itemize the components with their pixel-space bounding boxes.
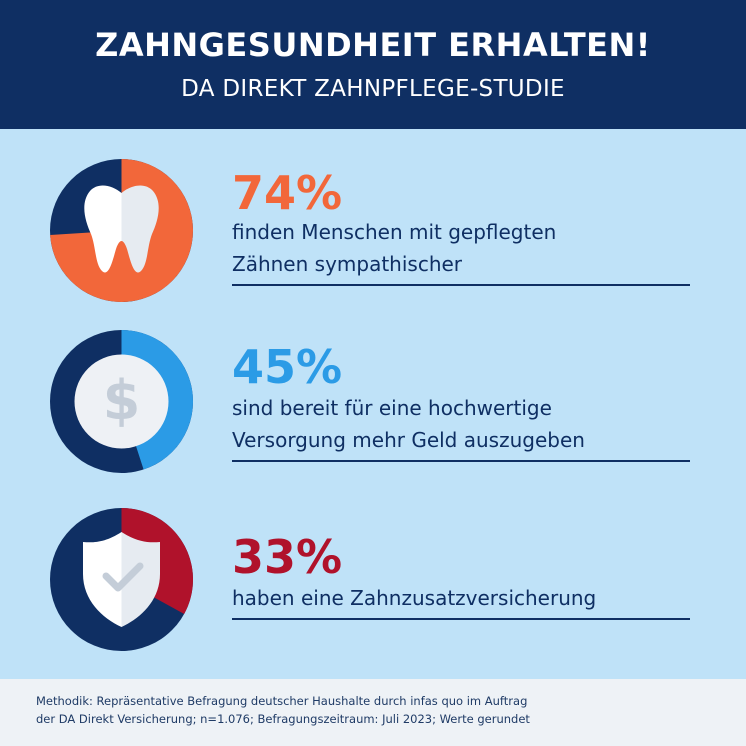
stat-percent-1: 74% <box>232 166 343 220</box>
stat-text-1b: Zähnen sympathischer <box>232 252 463 276</box>
percent-ring-2: $ <box>50 330 193 473</box>
page-title: ZAHNGESUNDHEIT ERHALTEN! <box>95 26 651 64</box>
footer-line-2: der DA Direkt Versicherung; n=1.076; Bef… <box>36 712 530 726</box>
tooth-icon <box>84 185 159 273</box>
header-banner: ZAHNGESUNDHEIT ERHALTEN! DA DIREKT ZAHNP… <box>0 0 746 129</box>
divider-2 <box>232 460 690 462</box>
svg-text:$: $ <box>103 369 141 432</box>
stat-text-1a: finden Menschen mit gepflegten <box>232 220 557 244</box>
shield-check-icon <box>83 532 160 627</box>
stat-text-2b: Versorgung mehr Geld auszugeben <box>232 428 585 452</box>
stat-percent-3: 33% <box>232 530 343 584</box>
stat-text-3a: haben eine Zahnzusatzversicherung <box>232 586 597 610</box>
percent-ring-3 <box>50 508 193 651</box>
methodology-footer: Methodik: Repräsentative Befragung deuts… <box>0 679 746 746</box>
percent-ring-1 <box>50 159 193 302</box>
divider-1 <box>232 284 690 286</box>
divider-3 <box>232 618 690 620</box>
stat-percent-2: 45% <box>232 340 343 394</box>
footer-line-1: Methodik: Repräsentative Befragung deuts… <box>36 694 528 708</box>
page-subtitle: DA DIREKT ZAHNPFLEGE-STUDIE <box>181 76 565 102</box>
stat-text-2a: sind bereit für eine hochwertige <box>232 396 552 420</box>
dollar-coin-icon: $ <box>74 354 169 449</box>
